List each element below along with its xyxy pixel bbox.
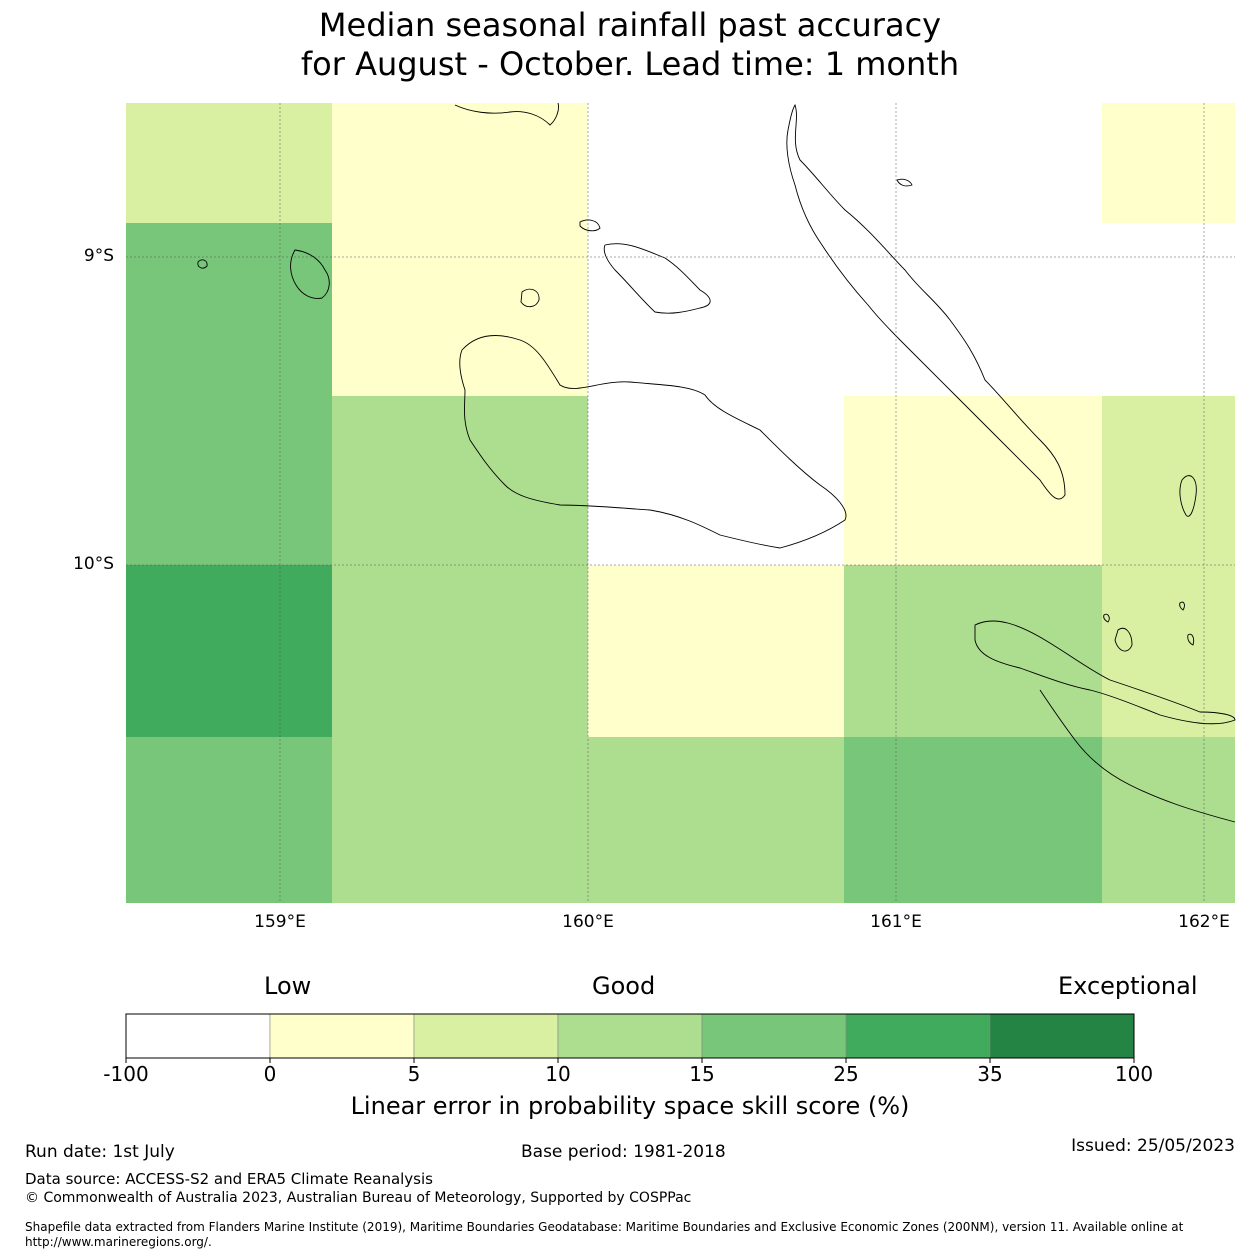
colorbar-tick: -100 [103,1062,149,1086]
skill-cell [1102,103,1235,223]
colorbar-segment [269,1013,415,1059]
colorbar-segment [413,1013,559,1059]
skill-cell [126,223,332,565]
skill-cell [588,565,844,737]
skill-cell [1102,396,1235,737]
coastline-islet-1 [520,288,540,308]
skill-cell [1102,737,1235,903]
coastline-russell-islands [290,249,330,299]
data-source: Data source: ACCESS-S2 and ERA5 Climate … [25,1170,433,1188]
coastline-ulawa [1179,475,1197,517]
skill-cell [126,565,332,737]
skill-cells [126,103,1235,903]
skill-cell [126,737,332,903]
colorbar-segment [557,1013,703,1059]
legend-label-good: Good [592,972,656,1000]
skill-cell [588,737,844,903]
base-period: Base period: 1981-2018 [521,1142,726,1162]
colorbar-segment [701,1013,847,1059]
coastline-islet-8 [1187,633,1195,646]
coastline-islet-6 [1103,613,1110,623]
colorbar-tick: 15 [689,1062,715,1086]
coastline-islet-7 [1179,601,1185,611]
colorbar-segment [125,1013,271,1059]
coastline-makira-south [1039,689,1236,823]
colorbar-tick: 25 [833,1062,859,1086]
colorbar-tick: 0 [263,1062,277,1086]
coastline-islet-2 [197,259,208,269]
coastline-north [454,102,559,126]
shapefile-credit: Shapefile data extracted from Flanders M… [25,1220,1184,1249]
copyright: © Commonwealth of Australia 2023, Austra… [25,1190,692,1206]
skill-cell [126,103,332,223]
colorbar-tick: 35 [977,1062,1003,1086]
skill-cell [332,103,588,396]
skill-cell [844,565,1102,737]
map-title-line-1: Median seasonal rainfall past accuracy [318,6,942,44]
legend-label-low: Low [264,972,312,1000]
lat-label-10s: 10°S [73,554,114,574]
colorbar-tick: 5 [407,1062,421,1086]
coastline-florida-islands [603,243,711,314]
issued-date: Issued: 25/05/2023 [1071,1136,1235,1156]
skill-cell [332,396,588,737]
skill-cell [332,737,588,903]
coastlines [197,102,1236,823]
colorbar-segment [845,1013,991,1059]
coastline-malaita [786,103,1066,500]
coastline-islet-5 [1114,627,1133,652]
lon-label-160e: 160°E [562,912,614,932]
map-title-line-2: for August - October. Lead time: 1 month [300,45,960,83]
legend-label-exceptional: Exceptional [1058,972,1198,1000]
skill-cell [844,737,1102,903]
lat-label-9s: 9°S [83,246,114,266]
coastline-makira [974,620,1236,725]
lon-label-159e: 159°E [254,912,306,932]
lon-label-162e: 162°E [1178,912,1230,932]
skill-cell [844,396,1102,565]
colorbar-segment [989,1013,1135,1059]
lon-label-161e: 161°E [870,912,922,932]
colorbar-frame [125,1013,1135,1059]
coastline-guadalcanal [459,335,847,549]
colorbar-segments [125,1013,1135,1063]
run-date: Run date: 1st July [25,1142,175,1162]
graticule [126,103,1235,903]
colorbar-tick: 100 [1114,1062,1154,1086]
colorbar-tick: 10 [545,1062,571,1086]
coastline-islet-4 [896,178,913,187]
colorbar-caption: Linear error in probability space skill … [350,1092,910,1120]
